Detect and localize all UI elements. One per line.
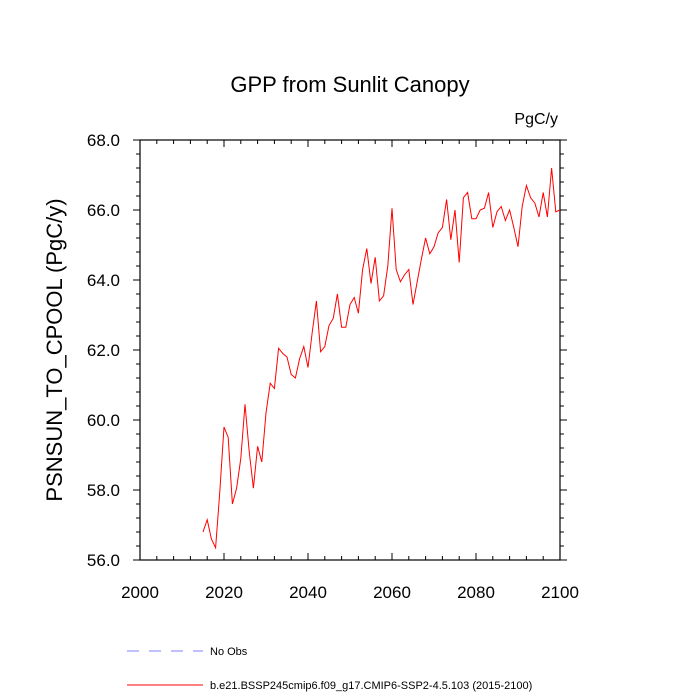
y-tick-labels: 56.0 58.0 60.0 62.0 64.0 66.0 68.0 bbox=[87, 131, 120, 570]
x-tick-label: 2040 bbox=[289, 583, 327, 602]
units-label: PgC/y bbox=[514, 111, 558, 128]
axis-ticks bbox=[133, 139, 567, 561]
legend: No Obs b.e21.BSSP245cmip6.f09_g17.CMIP6-… bbox=[127, 646, 532, 692]
x-tick-label: 2060 bbox=[373, 583, 411, 602]
x-tick-label: 2080 bbox=[457, 583, 495, 602]
y-tick-label: 68.0 bbox=[87, 131, 120, 150]
chart-title: GPP from Sunlit Canopy bbox=[230, 72, 469, 97]
y-tick-label: 64.0 bbox=[87, 271, 120, 290]
x-tick-label: 2020 bbox=[205, 583, 243, 602]
series-line-0 bbox=[202, 167, 561, 550]
y-axis-label: PSNSUN_TO_CPOOL (PgC/y) bbox=[42, 198, 67, 501]
y-tick-label: 56.0 bbox=[87, 551, 120, 570]
y-tick-label: 66.0 bbox=[87, 201, 120, 220]
plot-frame bbox=[139, 139, 561, 561]
y-tick-label: 58.0 bbox=[87, 481, 120, 500]
x-tick-labels: 2000 2020 2040 2060 2080 2100 bbox=[121, 583, 579, 602]
series-layer bbox=[202, 167, 561, 550]
legend-label-no-obs: No Obs bbox=[210, 646, 248, 658]
x-tick-label: 2100 bbox=[541, 583, 579, 602]
y-tick-label: 62.0 bbox=[87, 341, 120, 360]
legend-label-model: b.e21.BSSP245cmip6.f09_g17.CMIP6-SSP2-4.… bbox=[210, 680, 532, 692]
y-tick-label: 60.0 bbox=[87, 411, 120, 430]
x-tick-label: 2000 bbox=[121, 583, 159, 602]
